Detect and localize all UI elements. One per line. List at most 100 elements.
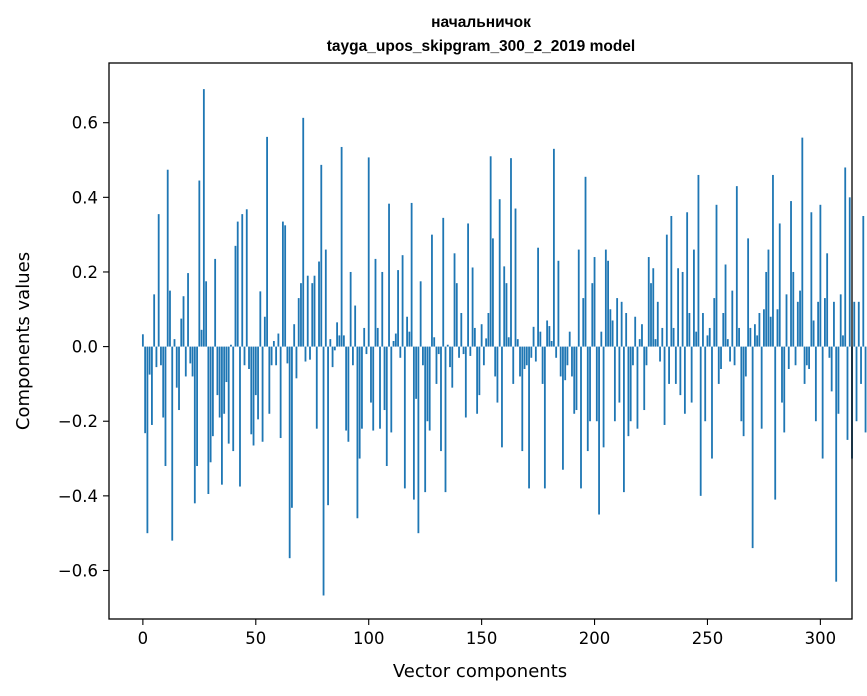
bar	[600, 331, 603, 347]
bar	[686, 212, 689, 347]
bar	[647, 257, 650, 347]
bar	[557, 260, 560, 347]
x-tick-label: 150	[466, 629, 498, 648]
bar	[715, 204, 718, 347]
bar	[706, 335, 709, 347]
bar	[487, 313, 490, 347]
bar	[329, 339, 332, 347]
bar	[302, 117, 305, 347]
bar	[498, 199, 501, 347]
bar	[607, 260, 609, 347]
bar	[763, 309, 765, 347]
y-tick-label: −0.4	[58, 487, 98, 506]
bar	[340, 146, 343, 347]
bar	[444, 346, 447, 493]
bar	[609, 309, 612, 347]
bar	[528, 346, 530, 489]
bar	[519, 346, 521, 377]
bar	[361, 346, 363, 429]
bar	[810, 212, 813, 347]
bar	[842, 335, 844, 347]
bar	[338, 335, 341, 347]
bar	[442, 217, 445, 347]
bar	[611, 320, 614, 347]
bar	[370, 346, 372, 403]
bar	[248, 346, 250, 369]
bar	[496, 346, 499, 403]
bar	[830, 346, 833, 392]
bar	[729, 346, 731, 362]
bar	[638, 339, 641, 347]
bar	[295, 346, 298, 379]
bar	[453, 253, 456, 347]
bar	[663, 346, 666, 425]
bar	[568, 331, 571, 347]
bar	[146, 346, 149, 534]
bar	[257, 346, 259, 420]
bar	[311, 283, 314, 347]
bar	[652, 268, 655, 347]
bar	[613, 346, 616, 422]
bar	[318, 261, 320, 347]
bar	[141, 334, 144, 347]
bar	[300, 283, 302, 347]
bar	[275, 346, 278, 366]
bar	[480, 324, 483, 347]
bar	[230, 344, 232, 347]
bar	[792, 271, 795, 347]
bar	[239, 346, 241, 487]
bar	[160, 346, 162, 366]
bar	[431, 234, 433, 347]
bar	[530, 346, 533, 358]
bar	[778, 223, 781, 347]
x-tick-label: 250	[692, 629, 724, 648]
y-tick-label: 0.4	[72, 188, 98, 207]
bar	[175, 346, 178, 388]
y-axis-ticks: −0.6 −0.4 −0.2 0.0 0.2 0.4 0.6	[58, 114, 109, 580]
bar	[708, 327, 711, 347]
bar	[839, 294, 842, 347]
bar	[394, 333, 397, 347]
bar	[702, 313, 704, 347]
bar	[352, 346, 354, 366]
bar	[392, 341, 395, 347]
bar	[826, 253, 829, 347]
bar	[808, 346, 810, 369]
bar	[722, 313, 725, 347]
bar	[785, 294, 788, 347]
bar	[794, 346, 797, 366]
bar	[573, 346, 576, 414]
bar	[182, 296, 185, 347]
bar	[636, 346, 639, 429]
bar	[659, 346, 661, 362]
bar	[512, 346, 515, 384]
bar	[356, 346, 359, 519]
bar	[532, 326, 535, 347]
bar	[374, 258, 377, 347]
y-tick-label: −0.6	[58, 561, 98, 580]
bar	[620, 301, 623, 347]
bar	[783, 346, 786, 433]
bar	[144, 346, 147, 434]
bar	[733, 346, 736, 366]
bar	[625, 313, 628, 347]
bar	[552, 148, 555, 347]
bar	[349, 271, 352, 347]
bar	[543, 346, 546, 489]
bar	[245, 209, 248, 347]
bar	[769, 316, 772, 347]
bar	[358, 346, 361, 459]
bar	[801, 137, 804, 347]
bar	[189, 346, 192, 364]
bar	[577, 249, 580, 347]
bar	[207, 346, 210, 494]
bar	[781, 346, 783, 403]
bar	[252, 346, 255, 446]
bar	[751, 346, 754, 549]
bar	[731, 290, 734, 347]
y-tick-label: 0.0	[72, 338, 98, 357]
bar	[817, 301, 820, 347]
bar	[699, 346, 702, 496]
bar	[740, 346, 743, 422]
